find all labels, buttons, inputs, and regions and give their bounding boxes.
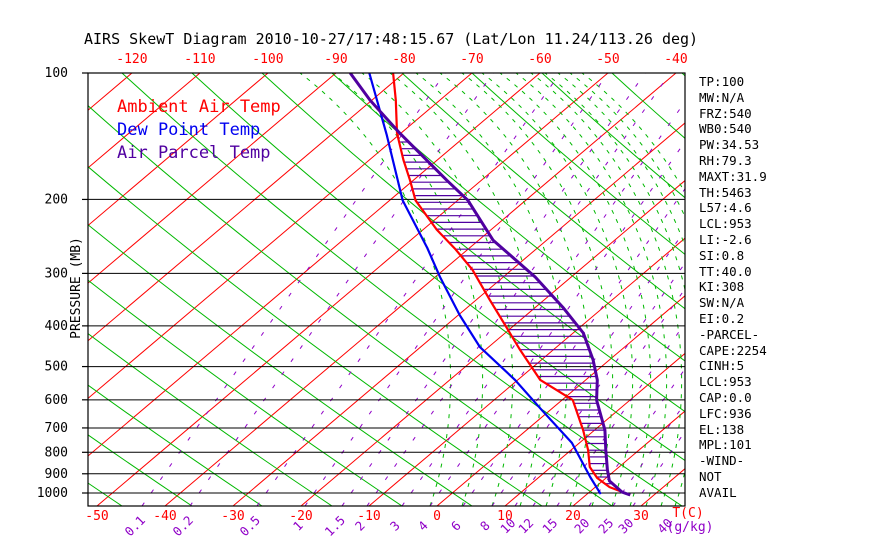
stat-line: TP:100 xyxy=(699,74,745,89)
stat-line: MAXT:31.9 xyxy=(699,168,767,184)
mixing-ratio-tick: 4 xyxy=(415,518,431,534)
pressure-tick-marks xyxy=(82,72,88,494)
stat-line: AVAIL xyxy=(699,484,737,500)
top-axis-tick: -100 xyxy=(252,52,283,67)
isobar-gridlines xyxy=(88,73,685,494)
top-axis-tick: -50 xyxy=(596,52,619,67)
top-axis-tick: -60 xyxy=(528,52,551,67)
plot-frame xyxy=(87,72,686,507)
pressure-tick-label: 700 xyxy=(45,421,68,436)
bottom-temp-tick: -20 xyxy=(289,509,312,524)
mixing-ratio-tick: 0.1 xyxy=(122,513,149,540)
pressure-tick-label: 500 xyxy=(45,360,68,375)
top-axis-tick: -40 xyxy=(664,52,687,67)
stat-line: KI:308 xyxy=(699,279,745,295)
stat-line: LCL:953 xyxy=(699,374,752,390)
cape-hatch-area xyxy=(400,141,612,485)
stat-line: NOT xyxy=(699,468,722,484)
stat-line: LI:-2.6 xyxy=(699,231,752,247)
stat-line: RH:79.3 xyxy=(699,152,752,168)
stat-line: CAPE:2254 xyxy=(699,342,767,358)
plot-gridlines xyxy=(88,73,685,506)
pressure-tick-label: 200 xyxy=(45,192,68,207)
bottom-temp-tick: 20 xyxy=(565,509,581,524)
pressure-tick-label: 400 xyxy=(45,319,68,334)
bottom-temp-tick: -50 xyxy=(85,509,108,524)
isotherm-gridlines xyxy=(88,73,685,506)
stat-line: L57:4.6 xyxy=(699,200,752,216)
stat-line: SI:0.8 xyxy=(699,247,745,263)
bottom-temp-tick: 30 xyxy=(633,509,649,524)
pressure-tick-label: 800 xyxy=(45,445,68,460)
pressure-tick-label: 300 xyxy=(45,266,68,281)
legend-item-dewpoint: Dew Point Temp xyxy=(117,120,261,140)
pressure-tick-label: 1000 xyxy=(37,486,68,501)
bottom-temp-tick: 0 xyxy=(433,509,441,524)
pressure-tick-label: 600 xyxy=(45,393,68,408)
bottom-temp-tick: -30 xyxy=(221,509,244,524)
stat-line: LFC:936 xyxy=(699,405,752,421)
stat-line: SW:N/A xyxy=(699,295,745,311)
temp-unit-label: T(C) xyxy=(672,506,703,521)
legend-item-parcel: Air Parcel Temp xyxy=(117,143,271,163)
stat-line: EL:138 xyxy=(699,421,745,437)
top-axis-tick: -70 xyxy=(460,52,483,67)
stat-line: TT:40.0 xyxy=(699,263,752,279)
stat-line: MW:N/A xyxy=(699,89,745,105)
ambient-temp-curve xyxy=(392,73,631,497)
mixing-ratio-tick: 15 xyxy=(539,515,560,536)
legend-item-ambient: Ambient Air Temp xyxy=(117,97,281,117)
mixing-ratio-tick: 12 xyxy=(515,515,536,536)
stat-line: -PARCEL- xyxy=(699,326,760,342)
bottom-temp-tick: 10 xyxy=(497,509,513,524)
stat-line: FRZ:540 xyxy=(699,105,752,121)
pressure-tick-label: 100 xyxy=(45,66,68,81)
top-axis-tick: -120 xyxy=(116,52,147,67)
stat-line: PW:34.53 xyxy=(699,137,760,153)
stat-line: MPL:101 xyxy=(699,437,752,453)
moist-adiabat-gridlines xyxy=(299,73,685,506)
stat-line: WB0:540 xyxy=(699,121,752,137)
bottom-temp-tick: -40 xyxy=(153,509,176,524)
stat-line: TH:5463 xyxy=(699,184,752,200)
pressure-axis-label: PRESSURE (MB) xyxy=(69,237,84,339)
top-axis-tick: -80 xyxy=(392,52,415,67)
bottom-temp-tick: -10 xyxy=(357,509,380,524)
legend: Ambient Air Temp Dew Point Temp Air Parc… xyxy=(117,96,281,165)
mixing-ratio-tick: 1.5 xyxy=(322,513,349,540)
pressure-tick-label: 900 xyxy=(45,467,68,482)
top-axis-tick: -110 xyxy=(184,52,215,67)
chart-title: AIRS SkewT Diagram 2010-10-27/17:48:15.6… xyxy=(84,30,699,48)
top-axis-tick: -90 xyxy=(324,52,347,67)
stat-line: CAP:0.0 xyxy=(699,389,752,405)
mixing-ratio-tick: 3 xyxy=(387,518,403,534)
stat-line: EI:0.2 xyxy=(699,310,745,326)
stat-line: CINH:5 xyxy=(699,358,745,374)
stat-line: -WIND- xyxy=(699,453,745,469)
mixing-ratio-tick: 8 xyxy=(477,518,493,534)
dewpoint-curve xyxy=(368,73,602,495)
parcel-temp-curve xyxy=(348,73,631,497)
stats-panel: TP:100 MW:N/A FRZ:540 WB0:540 PW:34.53 RH:79.… xyxy=(699,74,767,501)
mixing-ratio-unit-label: (g/kg) xyxy=(667,520,714,535)
mixing-ratio-tick: 6 xyxy=(448,518,464,534)
mixing-ratio-tick: 25 xyxy=(595,515,616,536)
stat-line: LCL:953 xyxy=(699,216,752,232)
